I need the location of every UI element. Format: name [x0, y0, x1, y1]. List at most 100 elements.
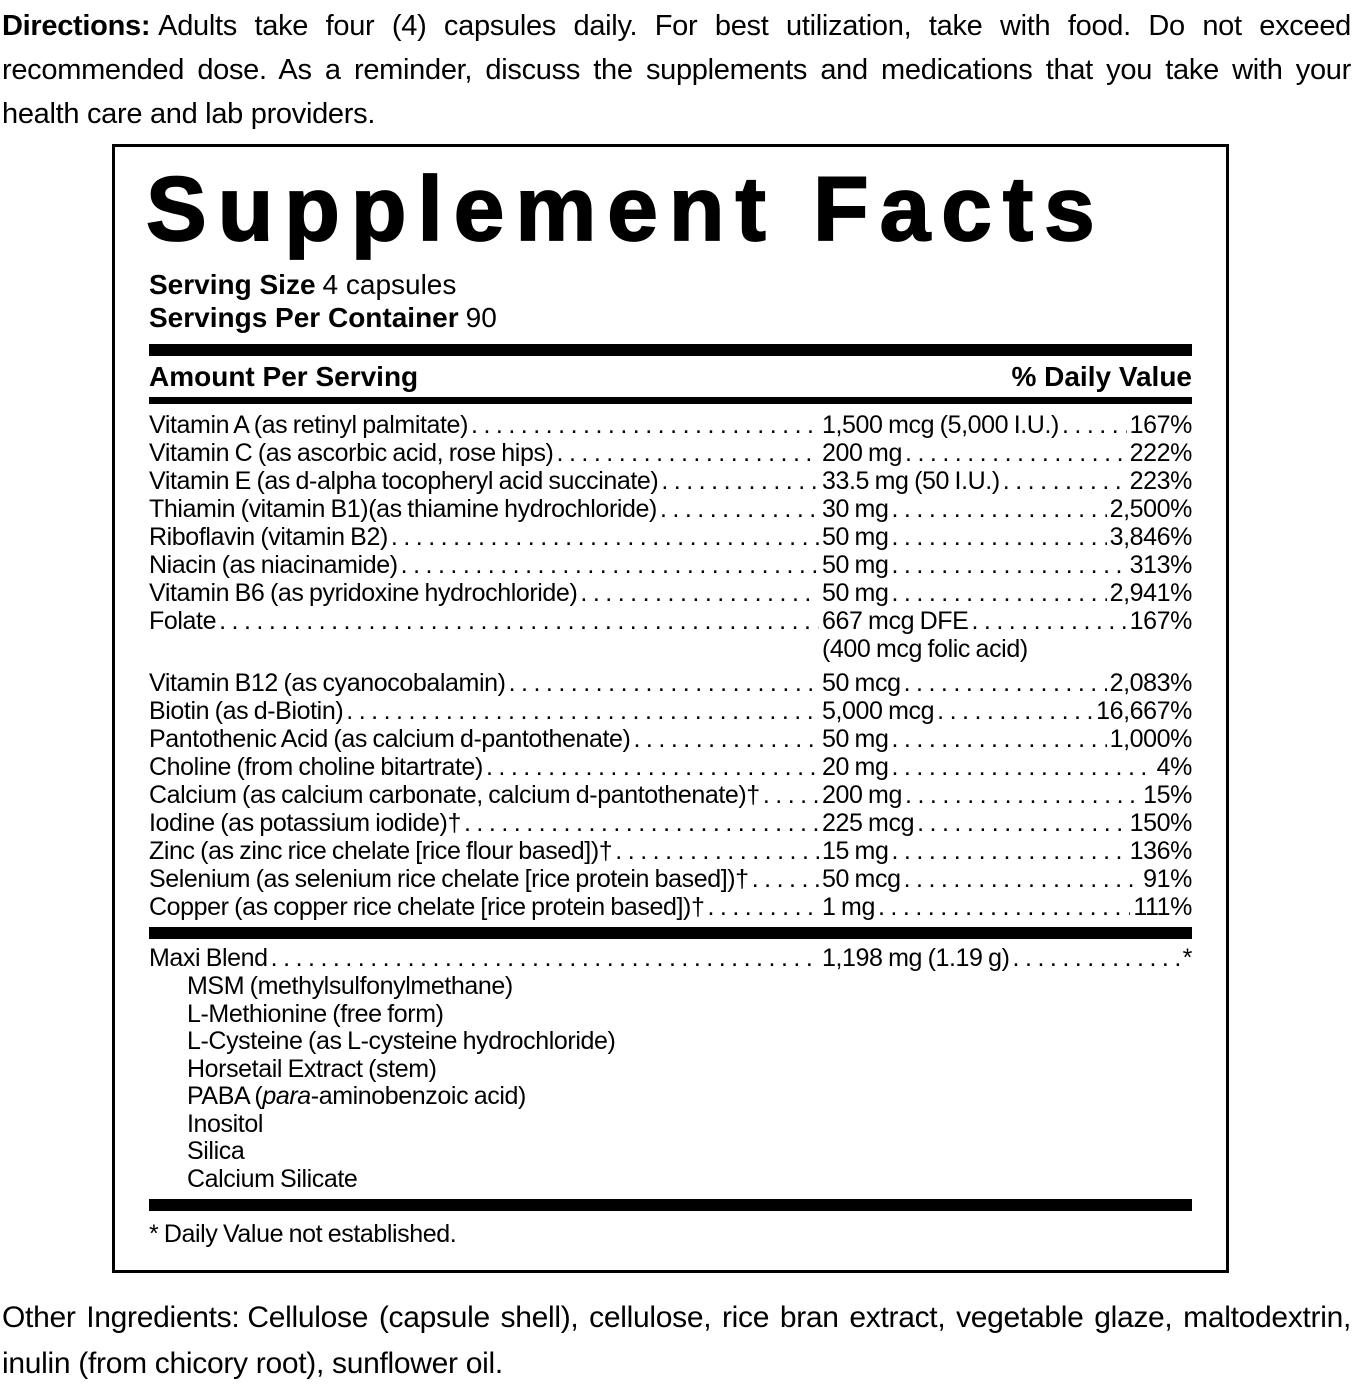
nutrient-row: Maxi Blend 1,198 mg (1.19 g) *: [149, 944, 1192, 973]
amount-column: 50 mg 3,846%: [822, 523, 1192, 551]
nutrient-row: Selenium (as selenium rice chelate [rice…: [149, 865, 1192, 893]
nutrient-name: Pantothenic Acid (as calcium d-pantothen…: [149, 725, 631, 754]
nutrient-row: Vitamin C (as ascorbic acid, rose hips) 2…: [149, 439, 1192, 467]
nutrient-daily-value: 15%: [1143, 781, 1192, 810]
nutrient-name: Vitamin C (as ascorbic acid, rose hips): [149, 439, 554, 468]
nutrient-amount: 1 mg: [822, 893, 875, 922]
other-ingredients-label: Other Ingredients:: [2, 1301, 240, 1335]
nutrient-amount: 1,198 mg (1.19 g): [822, 944, 1010, 973]
nutrient-row: Niacin (as niacinamide) 50 mg 313%: [149, 551, 1192, 579]
dot-leader: [891, 753, 1153, 781]
amount-note: (400 mcg folic acid): [822, 635, 1028, 664]
nutrient-amount: 50 mcg: [822, 865, 901, 894]
supplement-facts-panel: Supplement Facts Serving Size 4 capsules …: [112, 144, 1229, 1274]
dot-leader: [763, 781, 819, 809]
nutrient-daily-value: *: [1182, 944, 1193, 973]
divider-bar-thick: [149, 927, 1192, 940]
amount-column: 50 mg 2,941%: [822, 579, 1192, 607]
dot-leader: [971, 607, 1126, 635]
nutrient-amount: 50 mg: [822, 579, 889, 608]
dot-leader: [891, 579, 1106, 607]
blend-component: Horsetail Extract (stem): [187, 1054, 437, 1083]
nutrient-daily-value: 2,941%: [1109, 579, 1193, 608]
nutrient-amount: 50 mg: [822, 725, 889, 754]
nutrient-row: Riboflavin (vitamin B2) 50 mg 3,846%: [149, 523, 1192, 551]
amount-column: 200 mg 15%: [822, 781, 1192, 809]
nutrient-name: Selenium (as selenium rice chelate [rice…: [149, 865, 749, 894]
amount-column: 20 mg 4%: [822, 753, 1192, 781]
daily-value-header: % Daily Value: [1011, 361, 1192, 393]
dot-leader: [905, 439, 1127, 467]
dot-leader: [905, 781, 1140, 809]
nutrient-amount: 200 mg: [822, 439, 902, 468]
amount-column: 200 mg 222%: [822, 439, 1192, 467]
amount-column: 50 mcg 2,083%: [822, 669, 1192, 697]
nutrient-daily-value: 4%: [1156, 753, 1193, 782]
dot-leader: [752, 865, 819, 893]
dot-leader: [891, 523, 1106, 551]
nutrient-name: Vitamin B12 (as cyanocobalamin): [149, 669, 506, 698]
amount-column: 1,198 mg (1.19 g) *: [822, 944, 1192, 973]
nutrient-name: Vitamin B6 (as pyridoxine hydrochloride): [149, 579, 578, 608]
directions-text: Adults take four (4) capsules daily. For…: [2, 10, 1351, 130]
nutrient-name: Biotin (as d-Biotin): [149, 697, 344, 726]
nutrient-name: Maxi Blend: [149, 944, 268, 973]
nutrient-daily-value: 2,500%: [1109, 495, 1193, 524]
nutrient-daily-value: 223%: [1129, 467, 1193, 496]
nutrient-name: Thiamin (vitamin B1)(as thiamine hydroch…: [149, 495, 657, 524]
nutrient-row: Folate 667 mcg DFE 167%: [149, 607, 1192, 635]
dot-leader: [219, 607, 819, 635]
amount-per-serving-header: Amount Per Serving: [149, 361, 419, 393]
nutrient-daily-value: 91%: [1143, 865, 1192, 894]
nutrient-daily-value: 111%: [1133, 893, 1192, 922]
nutrient-amount: 200 mg: [822, 781, 902, 810]
dot-leader: [615, 837, 819, 865]
nutrient-row: Vitamin B12 (as cyanocobalamin) 50 mcg 2,0…: [149, 669, 1192, 697]
nutrient-daily-value: 2,083%: [1109, 669, 1193, 698]
dot-leader: [633, 725, 819, 753]
blend-component: L-Cysteine (as L-cysteine hydrochloride): [187, 1027, 616, 1056]
nutrient-amount: 5,000 mcg: [822, 697, 935, 726]
dot-leader: [471, 411, 819, 439]
dot-leader: [1003, 467, 1127, 495]
dot-leader: [904, 669, 1107, 697]
blend-component: Calcium Silicate: [187, 1164, 358, 1193]
nutrient-amount: 30 mg: [822, 495, 889, 524]
amount-column: 50 mg 313%: [822, 551, 1192, 579]
servings-per-container-value: 90: [465, 302, 497, 334]
nutrient-amount: 225 mcg: [822, 809, 915, 838]
amount-column: 225 mcg 150%: [822, 809, 1192, 837]
blend-component: Inositol: [187, 1109, 264, 1138]
blend-component: Silica: [187, 1137, 245, 1166]
servings-per-container-row: Servings Per Container 90: [149, 301, 1192, 334]
directions-label: Directions:: [2, 10, 151, 42]
nutrient-amount: 50 mg: [822, 551, 889, 580]
dot-leader: [878, 893, 1130, 921]
dot-leader: [1013, 944, 1180, 973]
nutrient-amount: 15 mg: [822, 837, 889, 866]
nutrient-row: Vitamin E (as d-alpha tocopheryl acid su…: [149, 467, 1192, 495]
nutrient-name: Iodine (as potassium iodide)†: [149, 809, 461, 838]
blend-component: L-Methionine (free form): [187, 999, 444, 1028]
dot-leader: [891, 495, 1106, 523]
nutrient-amount: 50 mcg: [822, 669, 901, 698]
divider-bar-thick: [149, 344, 1192, 357]
nutrient-daily-value: 313%: [1129, 551, 1193, 580]
blend-component: PABA (para-aminobenzoic acid): [187, 1082, 526, 1111]
nutrient-row: Biotin (as d-Biotin) 5,000 mcg 16,667%: [149, 697, 1192, 725]
supplement-facts-content: Supplement Facts Serving Size 4 capsules …: [115, 147, 1226, 1270]
daily-value-footnote: * Daily Value not established.: [149, 1220, 457, 1249]
nutrient-name: Riboflavin (vitamin B2): [149, 523, 388, 552]
directions-paragraph: Directions: Adults take four (4) capsules…: [2, 4, 1351, 136]
nutrient-row: Vitamin A (as retinyl palmitate) 1,500 mc…: [149, 411, 1192, 439]
nutrient-row: Copper (as copper rice chelate [rice pro…: [149, 893, 1192, 921]
amount-column: 50 mcg 91%: [822, 865, 1192, 893]
nutrient-row: Calcium (as calcium carbonate, calcium d…: [149, 781, 1192, 809]
nutrient-name: Vitamin A (as retinyl palmitate): [149, 411, 468, 440]
dot-leader: [509, 669, 819, 697]
nutrient-daily-value: 1,000%: [1109, 725, 1193, 754]
dot-leader: [707, 893, 819, 921]
nutrient-row: Choline (from choline bitartrate) 20 mg 4%: [149, 753, 1192, 781]
amount-column: 5,000 mcg 16,667%: [822, 697, 1192, 725]
